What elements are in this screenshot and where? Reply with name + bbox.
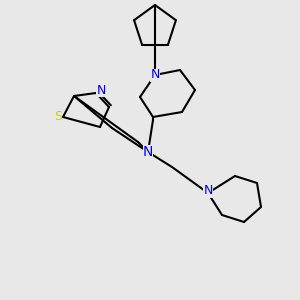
Text: N: N [143,145,153,159]
Text: N: N [96,83,106,97]
Text: N: N [150,68,160,82]
Text: N: N [203,184,213,197]
Text: S: S [54,110,62,124]
